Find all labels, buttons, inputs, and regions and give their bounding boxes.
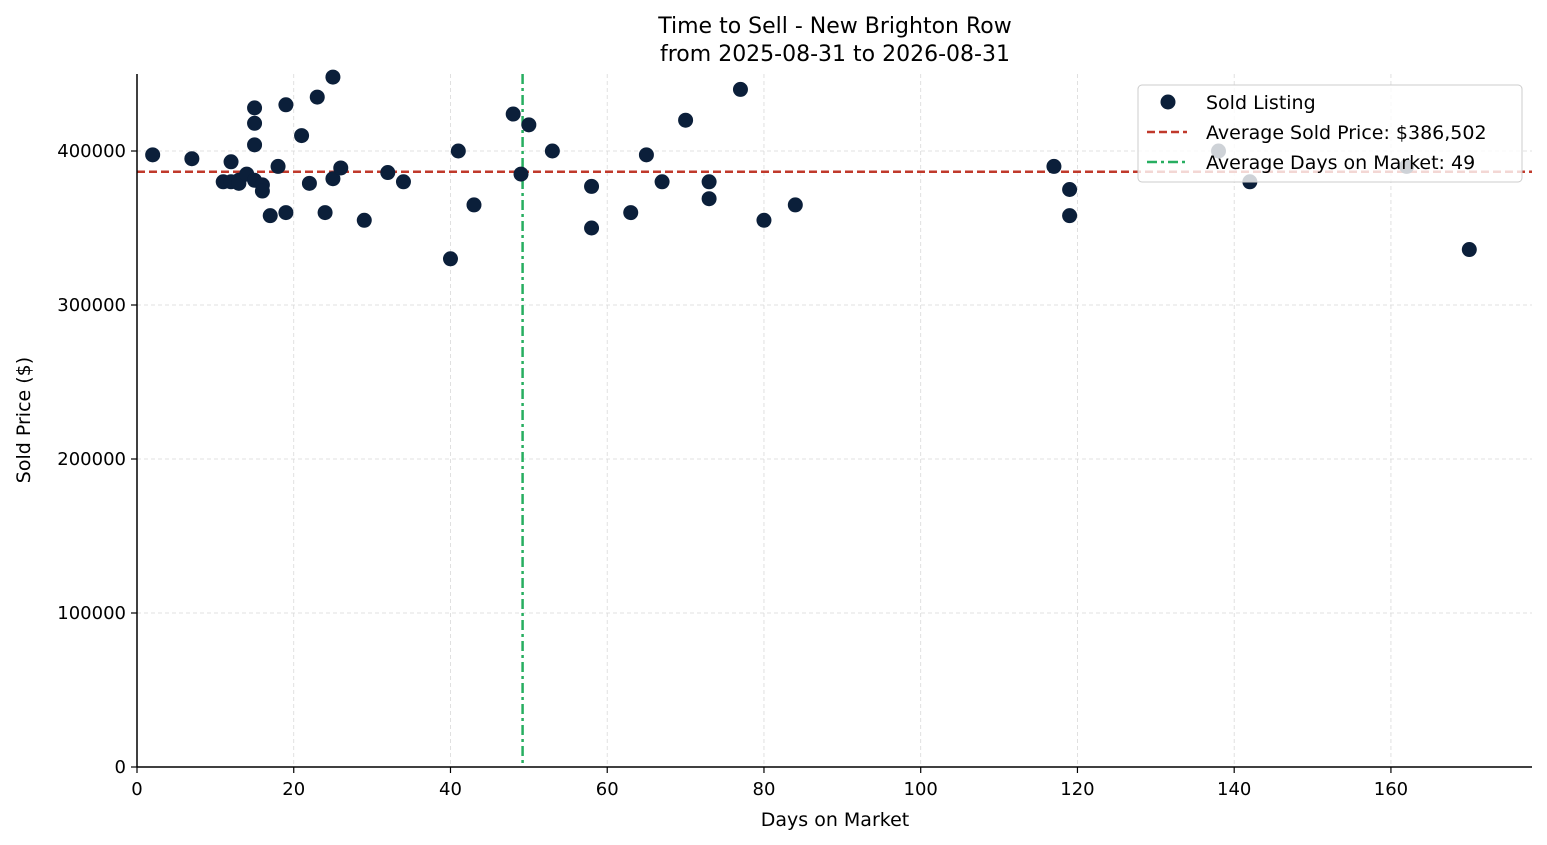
reference-lines — [137, 74, 1532, 767]
y-tick-label: 100000 — [57, 603, 126, 624]
data-point — [223, 154, 239, 170]
data-point — [584, 178, 600, 194]
data-point — [466, 197, 482, 213]
data-point — [521, 117, 537, 133]
data-point — [1046, 158, 1062, 174]
x-tick-label: 60 — [596, 779, 619, 800]
data-point — [325, 171, 341, 187]
x-tick-label: 100 — [904, 779, 938, 800]
legend-box — [1137, 84, 1523, 183]
data-point — [678, 112, 694, 128]
data-point — [1062, 182, 1078, 197]
data-point — [1461, 242, 1477, 258]
x-tick-label: 80 — [753, 779, 776, 800]
data-point — [309, 89, 325, 105]
data-point — [732, 81, 748, 97]
x-tick-label: 0 — [131, 779, 142, 800]
data-point — [638, 147, 654, 163]
data-point — [325, 69, 341, 85]
chart-subtitle: from 2025-08-31 to 2026-08-31 — [660, 42, 1010, 67]
legend: Sold Listing Average Sold Price: $386,50… — [1137, 84, 1523, 183]
x-tick-label: 20 — [282, 779, 305, 800]
axes — [136, 74, 1532, 768]
data-point — [513, 166, 529, 182]
legend-label-sold-listing: Sold Listing — [1206, 92, 1316, 114]
data-point — [584, 220, 600, 236]
data-point — [247, 100, 263, 116]
x-tick-label: 40 — [439, 779, 462, 800]
data-point — [544, 143, 560, 159]
data-point — [450, 143, 466, 159]
legend-label-average-days: Average Days on Market: 49 — [1206, 152, 1475, 174]
data-point — [654, 174, 670, 190]
y-tick-label: 0 — [115, 757, 126, 778]
data-point — [317, 205, 333, 221]
data-point — [270, 158, 286, 174]
legend-marker-sold-listing — [1160, 94, 1176, 110]
data-point — [1062, 208, 1078, 224]
data-point — [262, 208, 278, 224]
x-tick-label: 120 — [1060, 779, 1094, 800]
data-point — [278, 97, 294, 113]
x-tick-label: 160 — [1374, 779, 1408, 800]
data-point — [184, 151, 200, 167]
data-point — [278, 205, 294, 221]
y-tick-label: 200000 — [57, 449, 126, 470]
data-point — [145, 147, 161, 163]
data-point — [787, 197, 803, 213]
data-point — [623, 205, 639, 221]
data-point — [380, 165, 396, 181]
data-point — [356, 212, 372, 228]
y-axis-ticks: 0 100000 200000 300000 400000 — [57, 141, 137, 778]
chart-title: Time to Sell - New Brighton Row — [657, 14, 1011, 39]
y-tick-label: 300000 — [57, 295, 126, 316]
data-point — [247, 115, 263, 131]
data-point — [701, 191, 717, 207]
data-point — [442, 251, 458, 267]
data-point — [701, 174, 717, 190]
data-point — [505, 106, 521, 122]
x-tick-label: 140 — [1217, 779, 1251, 800]
data-point — [247, 137, 263, 153]
data-point — [395, 174, 411, 190]
y-tick-label: 400000 — [57, 141, 126, 162]
data-point — [254, 183, 270, 199]
y-axis-label: Sold Price ($) — [13, 357, 35, 483]
data-point — [301, 175, 317, 191]
data-point — [294, 128, 310, 144]
legend-label-average-price: Average Sold Price: $386,502 — [1206, 122, 1487, 144]
x-axis-label: Days on Market — [761, 809, 909, 831]
data-point — [756, 212, 772, 228]
data-point — [333, 160, 349, 176]
x-axis-ticks: 0 20 40 60 80 100 120 140 160 — [131, 767, 1408, 800]
